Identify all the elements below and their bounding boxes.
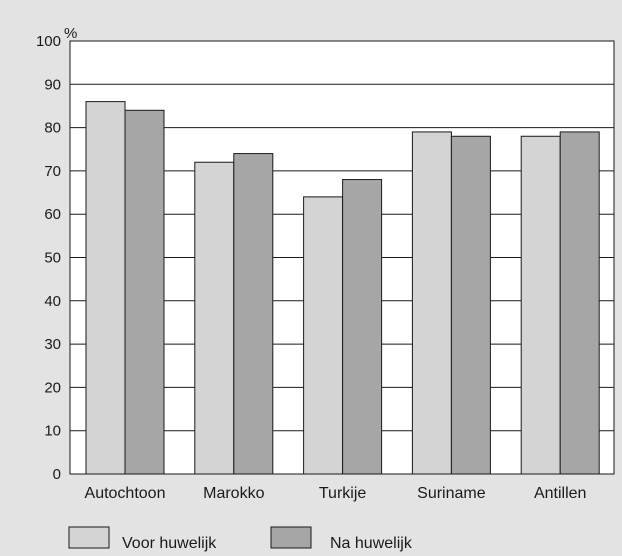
- bar-na-turkije: [342, 179, 383, 475]
- bar-voor-marokko: [194, 161, 235, 475]
- x-category-label: Marokko: [203, 485, 264, 502]
- bar-na-suriname: [450, 135, 491, 475]
- bar-na-antillen: [559, 131, 600, 475]
- bar-voor-autochtoon: [85, 101, 126, 475]
- y-tick-label: 30: [44, 336, 61, 353]
- y-axis-ticks: 0 10 20 30 40 50 60 70 80 90 100: [36, 33, 61, 483]
- legend-label-na: Na huwelijk: [330, 535, 413, 552]
- y-tick-label: 10: [44, 423, 61, 440]
- y-tick-label: 90: [44, 76, 61, 93]
- y-tick-label: 0: [53, 466, 61, 483]
- bar-na-marokko: [233, 153, 274, 475]
- bar-voor-turkije: [303, 196, 344, 475]
- y-tick-label: 20: [44, 379, 61, 396]
- bar-voor-suriname: [411, 131, 452, 475]
- y-tick-label: 70: [44, 163, 61, 180]
- x-category-label: Autochtoon: [85, 485, 166, 502]
- legend-swatch-voor: [68, 526, 110, 549]
- x-category-label: Turkije: [319, 485, 367, 502]
- y-tick-label: 40: [44, 293, 61, 310]
- legend: Voor huwelijk Na huwelijk: [68, 526, 413, 552]
- x-axis-category-labels: Autochtoon Marokko Turkije Suriname Antillen: [85, 485, 587, 502]
- y-tick-label: 100: [36, 33, 61, 50]
- legend-label-voor: Voor huwelijk: [122, 535, 217, 552]
- y-tick-label: 80: [44, 120, 61, 137]
- bar-na-autochtoon: [124, 109, 165, 475]
- bars: [85, 101, 600, 475]
- y-tick-label: 60: [44, 206, 61, 223]
- x-category-label: Suriname: [417, 485, 486, 502]
- x-category-label: Antillen: [534, 485, 586, 502]
- y-tick-label: 50: [44, 250, 61, 267]
- bar-voor-antillen: [520, 135, 561, 475]
- y-axis-unit-label: %: [64, 25, 77, 42]
- legend-swatch-na: [270, 526, 312, 549]
